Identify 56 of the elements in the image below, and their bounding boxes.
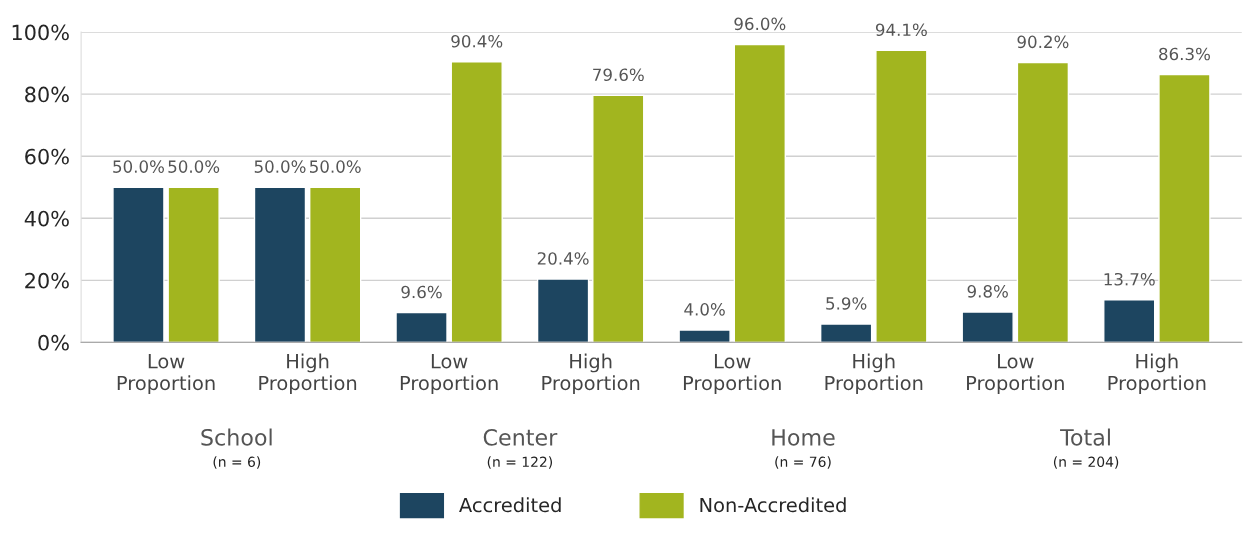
bar: [1016, 61, 1070, 343]
x-tick-label: Low Proportion: [400, 354, 498, 395]
bar: [1103, 299, 1156, 343]
bar: [450, 61, 503, 343]
bar: [592, 94, 645, 343]
x-tick-label: Low Proportion: [967, 354, 1064, 395]
data-label: 13.7%: [1104, 272, 1155, 286]
x-tick-label: High Proportion: [825, 353, 923, 395]
data-label: 90.4%: [451, 34, 503, 48]
y-tick-label: 80%: [25, 86, 69, 103]
y-tick-label: 100%: [12, 24, 69, 41]
data-label: 20.4%: [537, 252, 589, 265]
text: Center: [483, 428, 558, 446]
data-label: 9.6%: [401, 285, 442, 299]
text: (n = 6): [213, 456, 261, 469]
text: (n = 122): [487, 456, 553, 469]
text: (n = 76): [775, 456, 831, 469]
data-label: 50.0%: [113, 160, 164, 173]
x-tick-label: Low Proportion: [683, 354, 781, 395]
y-tick-label: 0%: [38, 334, 69, 351]
y-tick-label: 20%: [25, 272, 69, 289]
bar: [167, 186, 220, 343]
data-label: 90.2%: [1017, 35, 1069, 49]
legend-label: Accredited: [459, 497, 561, 513]
bar: [253, 186, 307, 343]
bar: [875, 49, 928, 343]
data-label: 79.6%: [593, 68, 644, 82]
data-label: 50.0%: [254, 160, 306, 173]
bar: [819, 323, 873, 343]
data-label: 9.8%: [967, 285, 1008, 298]
x-tick-label: Low Proportion: [117, 354, 215, 395]
x-tick-label: High Proportion: [542, 353, 640, 395]
bar: [309, 186, 362, 343]
y-tick-label: 60%: [25, 148, 69, 165]
bar: [1158, 73, 1211, 343]
text: School: [201, 428, 272, 446]
data-label: 5.9%: [826, 297, 867, 310]
text: Home: [772, 429, 835, 446]
data-label: 96.0%: [734, 17, 786, 31]
text: (n = 204): [1053, 456, 1119, 469]
x-tick-label: High Proportion: [1108, 353, 1206, 395]
data-label: 50.0%: [310, 160, 361, 173]
data-label: 4.0%: [684, 303, 725, 316]
x-tick-label: High Proportion: [259, 353, 357, 395]
data-label: 86.3%: [1159, 47, 1210, 61]
y-tick-label: 40%: [24, 210, 69, 227]
legend-label: Non-Accredited: [700, 497, 846, 513]
bar: [536, 278, 590, 343]
bar: [112, 186, 165, 343]
bar: [733, 43, 786, 343]
bar: [678, 329, 731, 343]
bar: [395, 311, 448, 343]
bar: [961, 311, 1014, 343]
data-label: 50.0%: [168, 160, 220, 173]
text: Total: [1060, 428, 1110, 446]
data-label: 94.1%: [875, 23, 927, 37]
